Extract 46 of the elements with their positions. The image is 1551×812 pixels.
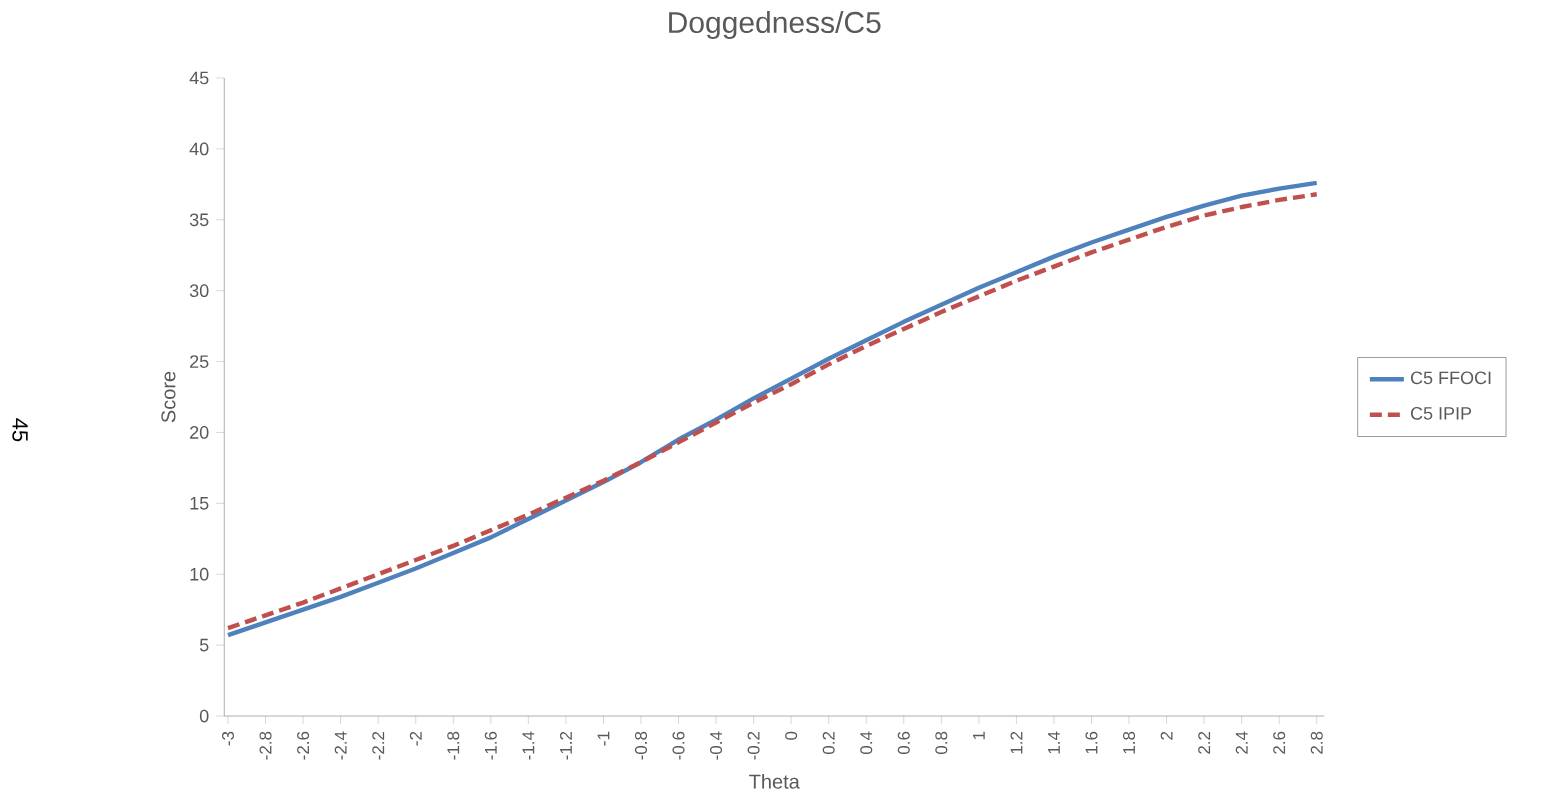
x-tick-label: 2.2 — [1198, 731, 1211, 754]
x-tick-label: 1.2 — [1010, 731, 1023, 754]
x-tick-label: -1 — [597, 731, 610, 746]
x-tick-label: -1.2 — [559, 731, 572, 760]
x-tick-label: 2.6 — [1273, 731, 1286, 754]
y-tick-label: 15 — [190, 497, 209, 510]
x-tick-label: 2 — [1160, 731, 1173, 740]
x-tick-label: -2 — [409, 731, 422, 746]
x-axis-title: Theta — [749, 774, 800, 789]
x-tick-label: 1.8 — [1123, 731, 1136, 754]
x-tick-label: 1.6 — [1085, 731, 1098, 754]
x-tick-label: -0.8 — [634, 731, 647, 760]
y-tick-label: 45 — [189, 71, 209, 85]
x-tick-label: -2.4 — [334, 731, 347, 760]
y-tick-label: 10 — [190, 567, 209, 581]
y-tick-label: 25 — [190, 355, 209, 368]
x-tick-label: -1.8 — [447, 731, 460, 760]
y-tick-label: 40 — [189, 142, 209, 156]
x-tick-label: -3 — [221, 731, 235, 746]
x-tick-label: 0.4 — [860, 731, 873, 755]
y-tick-label: 0 — [199, 709, 209, 723]
legend-label: C5 FFOCI — [1410, 371, 1491, 385]
x-tick-label: -2.6 — [297, 731, 310, 760]
x-tick-label: 0 — [785, 731, 798, 740]
x-tick-label: -0.2 — [747, 731, 760, 760]
x-tick-label: 1 — [973, 731, 985, 740]
x-tick-label: 0.6 — [897, 731, 910, 755]
y-axis-title: Score — [161, 371, 176, 423]
legend-label: C5 IPIP — [1410, 406, 1472, 420]
chart-title: Doggedness/C5 — [669, 11, 881, 39]
x-tick-label: -1.6 — [484, 731, 497, 760]
text: 45 — [12, 418, 28, 442]
y-tick-label: 20 — [190, 426, 209, 439]
y-tick-label: 5 — [199, 638, 209, 652]
x-tick-label: -0.4 — [710, 731, 723, 760]
x-tick-label: -2.8 — [259, 731, 272, 760]
x-tick-label: -0.6 — [672, 731, 685, 760]
x-tick-label: 0.2 — [822, 731, 835, 755]
x-tick-label: 2.4 — [1235, 731, 1248, 754]
y-tick-label: 35 — [189, 213, 209, 227]
x-tick-label: 0.8 — [935, 731, 948, 755]
x-tick-label: 2.8 — [1310, 731, 1323, 754]
x-tick-label: -1.4 — [522, 731, 535, 760]
y-tick-label: 30 — [189, 284, 209, 298]
x-tick-label: 1.4 — [1048, 731, 1060, 754]
x-tick-label: -2.2 — [372, 731, 385, 760]
